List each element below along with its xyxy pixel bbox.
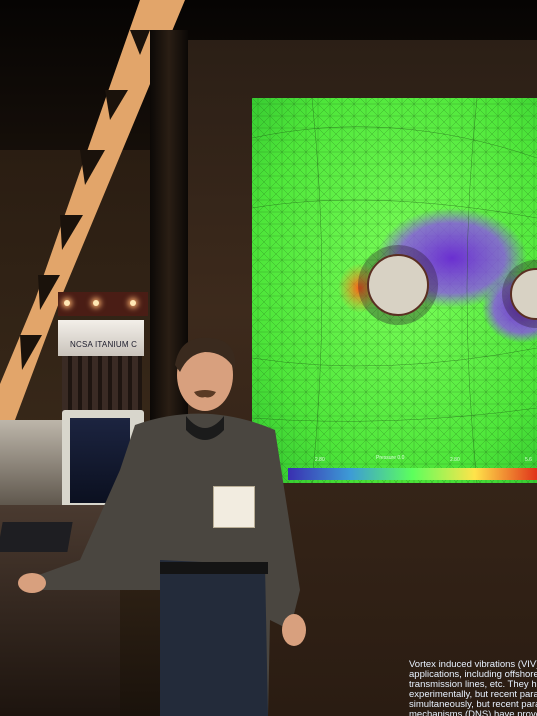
- spotlight: [64, 300, 70, 306]
- name-badge: [213, 486, 255, 528]
- colorbar-label: 5.6: [525, 457, 532, 463]
- ncsa-sign: [58, 320, 144, 356]
- spotlight: [93, 300, 99, 306]
- server-racks: [62, 356, 142, 416]
- ncsa-sign-text: NCSA ITANIUM C: [70, 340, 138, 349]
- colorbar-label: 2.80: [315, 457, 325, 463]
- info-panel-text: Vortex induced vibrations (VIV) applicat…: [409, 659, 537, 716]
- cfd-mesh-render: [252, 98, 537, 483]
- colorbar-label: Pressure 0.0: [376, 455, 405, 461]
- lighting-truss: [0, 0, 185, 420]
- colorbar-label: 2.80: [450, 457, 460, 463]
- pressure-colorbar: [288, 468, 537, 480]
- spotlight: [130, 300, 136, 306]
- equipment-stack: [0, 420, 65, 510]
- support-pole: [150, 30, 188, 470]
- simulation-visualization: [252, 98, 537, 483]
- presenter-person: [18, 337, 306, 716]
